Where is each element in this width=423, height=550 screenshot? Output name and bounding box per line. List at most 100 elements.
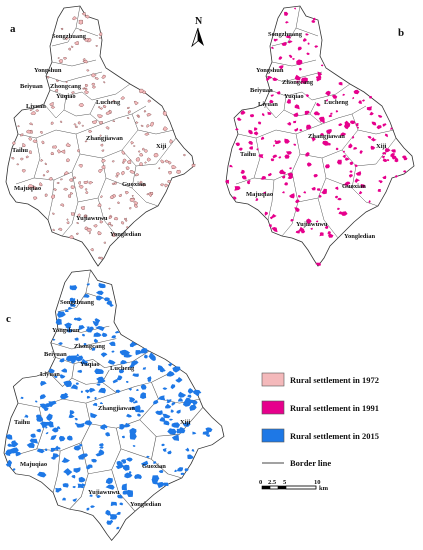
settlement-patch — [28, 136, 33, 141]
settlement-patch — [381, 155, 386, 159]
settlement-patch — [4, 451, 11, 456]
settlement-patch — [20, 157, 24, 161]
settlement-patch — [238, 147, 243, 151]
settlement-patch — [128, 493, 132, 496]
settlement-patch — [162, 111, 167, 116]
settlement-patch — [36, 428, 42, 433]
svg-text:Yuqiao: Yuqiao — [56, 93, 76, 100]
settlement-patch — [249, 114, 255, 118]
settlement-patch — [377, 189, 382, 192]
settlement-patch — [93, 224, 98, 228]
settlement-patch — [288, 54, 293, 58]
settlement-patch — [66, 435, 73, 441]
settlement-patch — [16, 163, 20, 166]
settlement-patch — [49, 102, 54, 106]
settlement-patch — [122, 158, 127, 163]
settlement-patch — [87, 464, 93, 468]
settlement-patch — [144, 161, 147, 164]
settlement-patch — [129, 198, 135, 202]
settlement-patch — [100, 143, 104, 147]
settlement-patch — [84, 140, 88, 143]
settlement-patch — [103, 81, 106, 84]
settlement-patch — [142, 90, 146, 94]
settlement-patch — [69, 192, 74, 195]
settlement-patch — [94, 396, 97, 400]
settlement-patch — [39, 421, 48, 429]
settlement-patch — [98, 443, 104, 447]
settlement-patch — [187, 454, 194, 460]
settlement-patch — [352, 97, 355, 100]
settlement-patch — [130, 141, 135, 145]
settlement-patch — [337, 207, 340, 210]
settlement-patch — [29, 438, 39, 444]
settlement-patch — [121, 171, 125, 176]
settlement-patch — [133, 200, 139, 205]
settlement-patch — [69, 298, 76, 304]
settlement-patch — [321, 188, 327, 195]
settlement-patch — [68, 47, 72, 51]
settlement-patch — [39, 131, 43, 134]
settlement-patch — [378, 180, 383, 184]
settlement-patch — [354, 164, 358, 168]
settlement-patch — [344, 181, 351, 186]
svg-text:Xiji: Xiji — [180, 419, 191, 426]
settlement-patch — [366, 106, 372, 111]
settlement-patch — [86, 395, 91, 399]
settlement-patch — [176, 467, 184, 472]
settlement-patch — [376, 125, 382, 130]
settlement-patch — [91, 72, 97, 78]
settlement-patch — [316, 188, 321, 191]
settlement-patch — [163, 420, 170, 426]
settlement-patch — [84, 188, 88, 191]
settlement-patch — [41, 140, 45, 145]
settlement-patch — [54, 89, 59, 92]
settlement-patch — [90, 412, 98, 419]
settlement-patch — [328, 114, 333, 118]
settlement-patch — [89, 494, 93, 497]
svg-text:Beiyuan: Beiyuan — [44, 351, 67, 358]
settlement-patches-1972 — [11, 11, 196, 260]
settlement-patch — [286, 121, 292, 126]
settlement-patch — [74, 125, 78, 129]
settlement-patch — [293, 112, 299, 117]
settlement-patch — [242, 175, 247, 180]
settlement-patch — [83, 293, 90, 298]
settlement-patch — [367, 136, 372, 139]
settlement-patch — [57, 57, 60, 59]
settlement-patch — [69, 410, 75, 415]
settlement-patch — [384, 133, 388, 138]
settlement-patch — [294, 104, 300, 110]
settlement-patch — [108, 216, 113, 220]
settlement-patch — [306, 52, 310, 55]
settlement-patch — [391, 149, 396, 153]
settlement-patch — [75, 382, 79, 385]
settlement-patch — [112, 120, 116, 123]
settlement-patch — [235, 127, 239, 131]
settlement-patch — [175, 377, 183, 383]
settlement-patch — [294, 207, 300, 212]
settlement-patch — [86, 227, 92, 232]
settlement-patch — [114, 330, 120, 334]
settlement-patch — [116, 376, 122, 381]
settlement-patch — [240, 169, 245, 174]
settlement-patch — [121, 150, 126, 155]
settlement-patch — [134, 407, 141, 413]
settlement-patch — [139, 152, 143, 157]
settlement-patch — [91, 458, 97, 463]
settlement-patch — [90, 248, 94, 252]
svg-text:Guoxian: Guoxian — [122, 181, 146, 188]
settlement-patch — [82, 87, 85, 90]
settlement-patch — [133, 100, 139, 106]
settlement-patch — [140, 392, 147, 399]
settlement-patch — [176, 169, 181, 174]
settlement-patch — [44, 448, 48, 451]
settlement-patch — [295, 199, 300, 204]
settlement-patch — [46, 76, 50, 79]
settlement-patch — [167, 450, 172, 455]
settlement-patch — [85, 191, 89, 194]
settlement-patch — [48, 177, 53, 181]
settlement-patch — [15, 451, 22, 457]
settlement-patch — [146, 124, 150, 128]
settlement-patch — [158, 395, 166, 401]
settlement-patch — [57, 227, 63, 232]
